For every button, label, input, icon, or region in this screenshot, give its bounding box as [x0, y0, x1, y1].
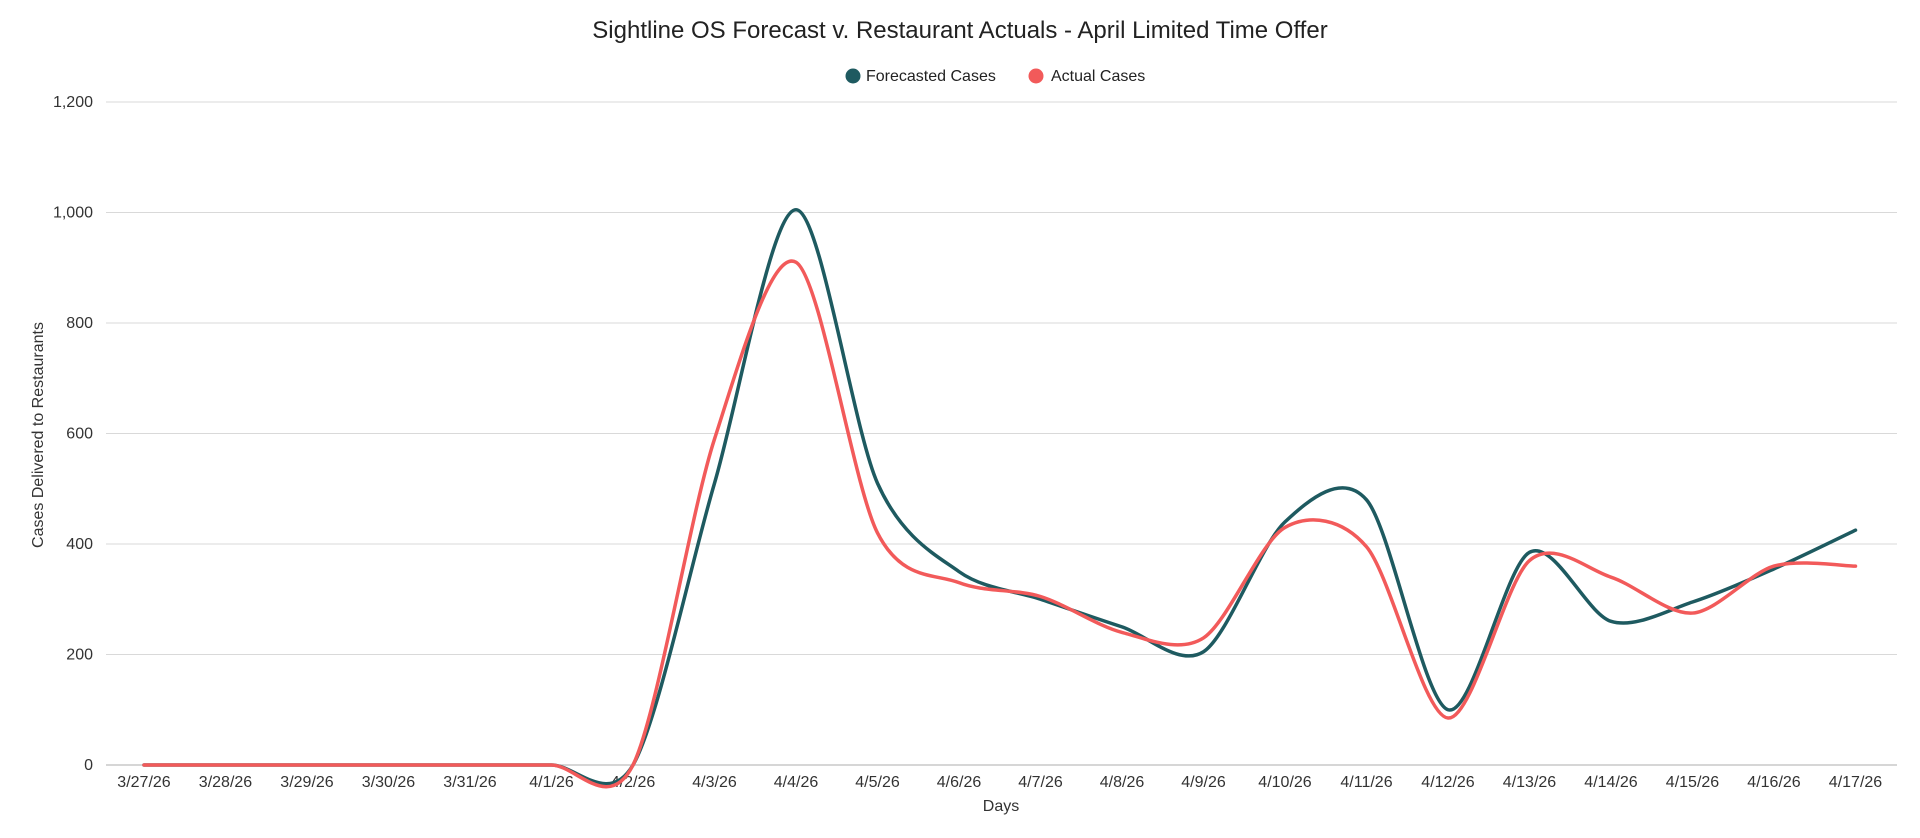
x-tick-label: 4/9/26: [1181, 774, 1226, 791]
legend-item-actual: Actual Cases: [1028, 68, 1145, 85]
x-axis-labels: 3/27/26 3/28/26 3/29/26 3/30/26 3/31/26 4/1/2…: [117, 774, 1882, 791]
y-tick-label: 800: [66, 315, 93, 332]
x-tick-label: 4/14/26: [1584, 774, 1637, 791]
legend: Forecasted Cases Actual Cases: [845, 68, 1145, 85]
forecasted-cases-line: [142, 207, 1858, 786]
x-tick-label: 4/11/26: [1340, 774, 1392, 791]
x-tick-label: 3/27/26: [117, 774, 170, 791]
x-tick-label: 4/10/26: [1258, 774, 1311, 791]
chart-title: Sightline OS Forecast v. Restaurant Actu…: [592, 17, 1327, 44]
y-axis-labels: 0 200 400 600 800 1,000 1,200: [53, 94, 93, 774]
x-tick-label: 3/31/26: [443, 774, 496, 791]
x-axis-title: Days: [983, 798, 1019, 815]
actual-cases-line: [142, 259, 1858, 789]
x-tick-label: 4/13/26: [1503, 774, 1556, 791]
x-tick-label: 4/16/26: [1747, 774, 1800, 791]
x-tick-label: 4/5/26: [855, 774, 900, 791]
x-tick-label: 4/8/26: [1100, 774, 1145, 791]
x-tick-label: 4/4/26: [774, 774, 819, 791]
x-tick-label: 3/28/26: [199, 774, 252, 791]
x-tick-label: 4/17/26: [1829, 774, 1882, 791]
grid: [106, 101, 1897, 766]
legend-item-forecasted: Forecasted Cases: [845, 68, 996, 85]
y-tick-label: 200: [66, 647, 93, 664]
x-tick-label: 4/12/26: [1421, 774, 1474, 791]
x-tick-label: 4/3/26: [692, 774, 737, 791]
legend-marker-actual: [1028, 68, 1044, 84]
x-tick-label: 4/1/26: [529, 774, 574, 791]
y-tick-label: 0: [84, 757, 93, 774]
legend-label-actual: Actual Cases: [1051, 68, 1145, 85]
x-tick-label: 4/6/26: [937, 774, 982, 791]
series-lines: [142, 207, 1858, 789]
y-tick-label: 600: [66, 426, 93, 443]
legend-label-forecasted: Forecasted Cases: [866, 68, 996, 85]
y-tick-label: 1,200: [53, 94, 93, 111]
x-tick-label: 3/30/26: [362, 774, 415, 791]
legend-marker-forecasted: [845, 68, 861, 84]
y-tick-label: 1,000: [53, 205, 93, 222]
y-tick-label: 400: [66, 536, 93, 553]
x-tick-label: 4/15/26: [1666, 774, 1719, 791]
x-tick-label: 3/29/26: [280, 774, 333, 791]
y-axis-title: Cases Delivered to Restaurants: [30, 322, 47, 548]
x-tick-label: 4/7/26: [1018, 774, 1063, 791]
